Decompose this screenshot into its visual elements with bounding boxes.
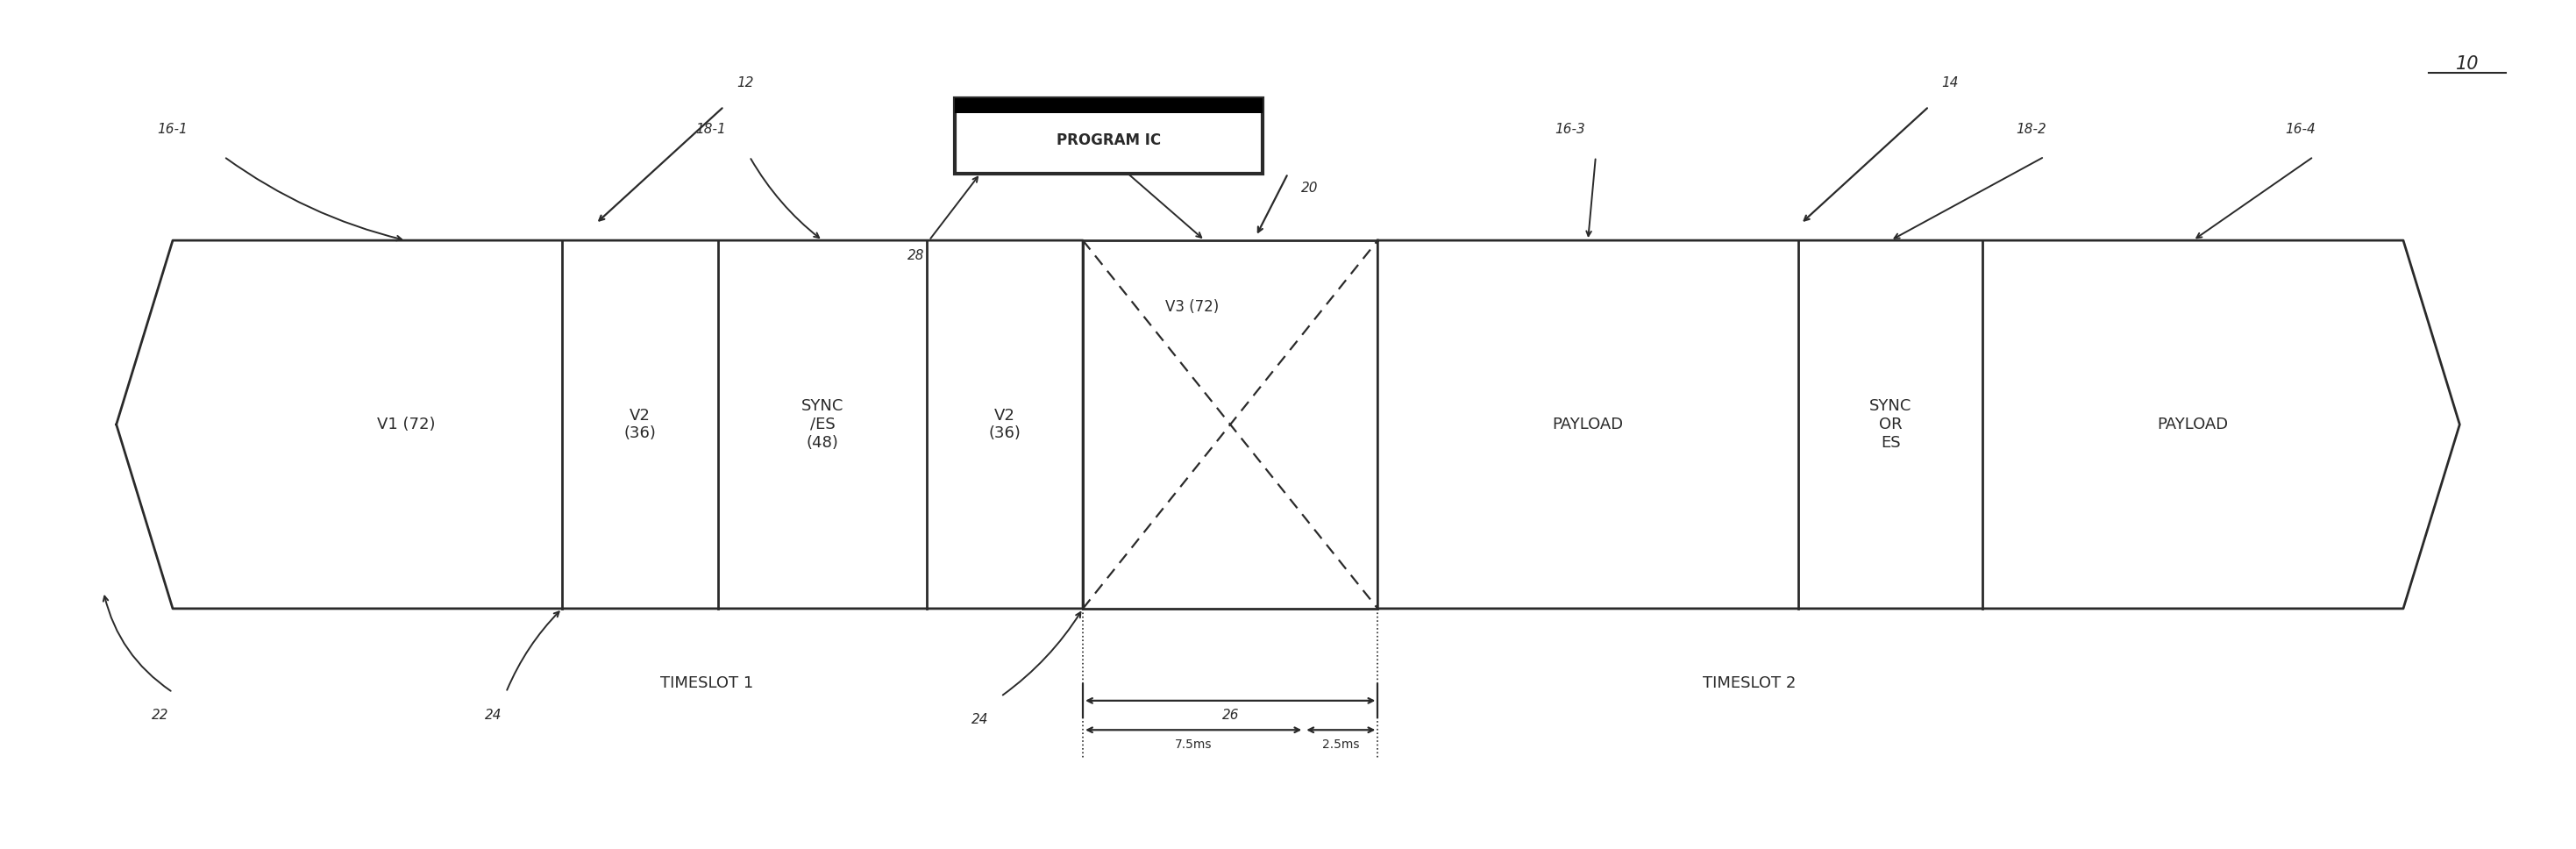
Text: 16-3: 16-3 [1556, 122, 1584, 136]
Text: 20: 20 [1301, 182, 1319, 195]
Text: 18-1: 18-1 [696, 122, 726, 136]
Text: 14: 14 [1942, 76, 1958, 90]
Text: 22: 22 [152, 709, 167, 722]
Text: 26: 26 [1221, 709, 1239, 722]
Text: PAYLOAD: PAYLOAD [1553, 417, 1623, 432]
Text: SYNC
/ES
(48): SYNC /ES (48) [801, 398, 845, 451]
Text: V2
(36): V2 (36) [623, 408, 657, 441]
Text: 16-1: 16-1 [157, 122, 188, 136]
Text: V3 (72): V3 (72) [1164, 299, 1218, 315]
Text: TIMESLOT 1: TIMESLOT 1 [659, 676, 752, 691]
Text: 16-2: 16-2 [1066, 122, 1097, 136]
Text: 2.5ms: 2.5ms [1321, 739, 1360, 751]
Text: 18-2: 18-2 [2017, 122, 2048, 136]
Text: 16-4: 16-4 [2285, 122, 2316, 136]
Text: 12: 12 [737, 76, 755, 90]
Text: SYNC
OR
ES: SYNC OR ES [1870, 398, 1911, 451]
Polygon shape [1378, 240, 2460, 609]
Bar [956, 98, 1262, 173]
Text: 7.5ms: 7.5ms [1175, 739, 1213, 751]
Polygon shape [116, 240, 1082, 609]
Text: 10: 10 [2455, 55, 2478, 73]
Bar [956, 98, 1262, 113]
Text: V1 (72): V1 (72) [376, 417, 435, 432]
Text: 24: 24 [971, 713, 989, 727]
Text: 28: 28 [907, 249, 925, 262]
Text: V2
(36): V2 (36) [989, 408, 1020, 441]
Text: TIMESLOT 2: TIMESLOT 2 [1703, 676, 1795, 691]
Bar [1082, 240, 1378, 609]
Text: PAYLOAD: PAYLOAD [2159, 417, 2228, 432]
Text: PROGRAM IC: PROGRAM IC [1056, 132, 1162, 148]
Text: 24: 24 [484, 709, 502, 722]
